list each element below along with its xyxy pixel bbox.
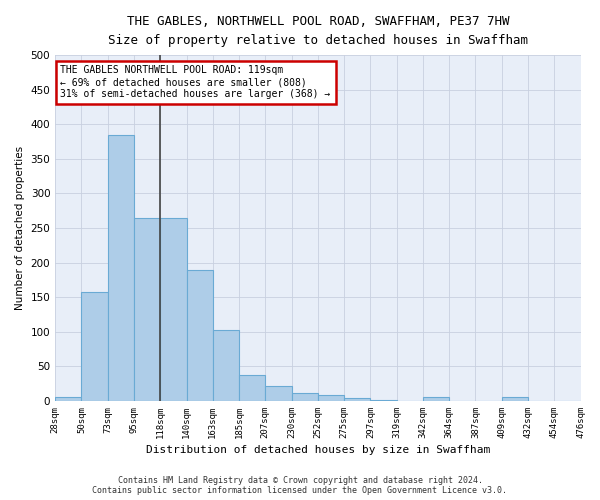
Title: THE GABLES, NORTHWELL POOL ROAD, SWAFFHAM, PE37 7HW
Size of property relative to: THE GABLES, NORTHWELL POOL ROAD, SWAFFHA… — [108, 15, 528, 47]
Bar — [160, 218, 187, 401]
Y-axis label: Number of detached properties: Number of detached properties — [15, 146, 25, 310]
Text: Contains HM Land Registry data © Crown copyright and database right 2024.
Contai: Contains HM Land Registry data © Crown c… — [92, 476, 508, 495]
Bar — [134, 218, 160, 401]
Text: THE GABLES NORTHWELL POOL ROAD: 119sqm
← 69% of detached houses are smaller (808: THE GABLES NORTHWELL POOL ROAD: 119sqm ←… — [61, 66, 331, 98]
Bar — [370, 400, 397, 401]
Bar — [187, 270, 213, 401]
Bar — [265, 386, 292, 401]
Bar — [292, 394, 318, 401]
Bar — [423, 398, 449, 401]
Bar — [344, 398, 370, 401]
Bar — [239, 376, 265, 401]
Bar — [82, 292, 108, 401]
Bar — [502, 398, 528, 401]
Bar — [213, 330, 239, 401]
Bar — [318, 396, 344, 401]
X-axis label: Distribution of detached houses by size in Swaffham: Distribution of detached houses by size … — [146, 445, 490, 455]
Bar — [55, 397, 82, 401]
Bar — [108, 134, 134, 401]
